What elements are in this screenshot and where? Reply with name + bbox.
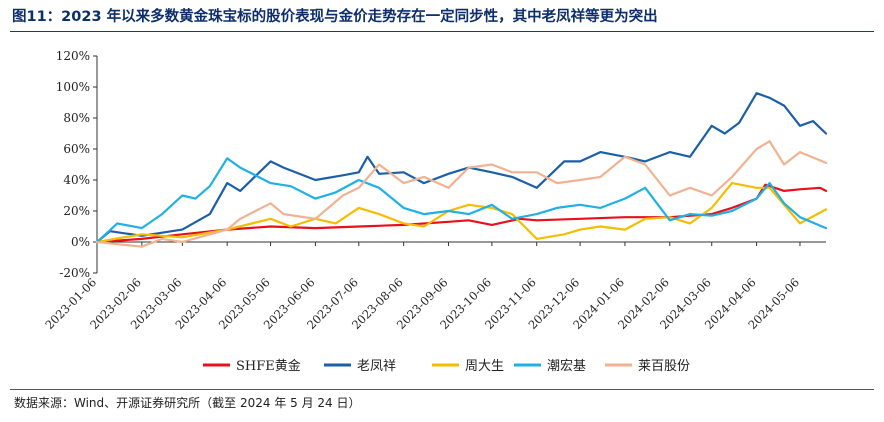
series-lines <box>95 92 828 248</box>
source-divider <box>10 389 874 390</box>
title-divider <box>10 31 874 32</box>
y-tick-label: 60% <box>63 142 90 156</box>
y-tick-label: 20% <box>63 204 90 218</box>
y-axis: -20% 0% 20% 40% 60% 80% 100% 120% <box>56 49 98 280</box>
legend-label: 潮宏基 <box>547 359 586 374</box>
series-line <box>95 92 828 244</box>
legend-label: SHFE黄金 <box>236 358 301 374</box>
y-tick-label: -20% <box>59 266 90 280</box>
y-tick-label: 120% <box>56 49 90 63</box>
legend-label: 周大生 <box>465 359 504 374</box>
y-tick-label: 40% <box>63 173 90 187</box>
legend-label: 老凤祥 <box>357 359 396 374</box>
source-note: 数据来源：Wind、开源证券研究所（截至 2024 年 5 月 24 日） <box>14 396 361 410</box>
y-tick-label: 100% <box>56 80 90 94</box>
legend: SHFE黄金 老凤祥 周大生 潮宏基 莱百股份 <box>203 358 690 374</box>
y-tick-label: 80% <box>63 111 90 125</box>
y-tick-label: 0% <box>71 235 90 249</box>
series-line <box>95 140 828 248</box>
chart-title: 图11：2023 年以来多数黄金珠宝标的股价表现与金价走势存在一定同步性，其中老… <box>12 9 658 25</box>
series-line <box>95 157 828 244</box>
legend-label: 莱百股份 <box>638 359 690 374</box>
x-axis: 2023-01-062023-02-062023-03-062023-04-06… <box>42 241 826 332</box>
